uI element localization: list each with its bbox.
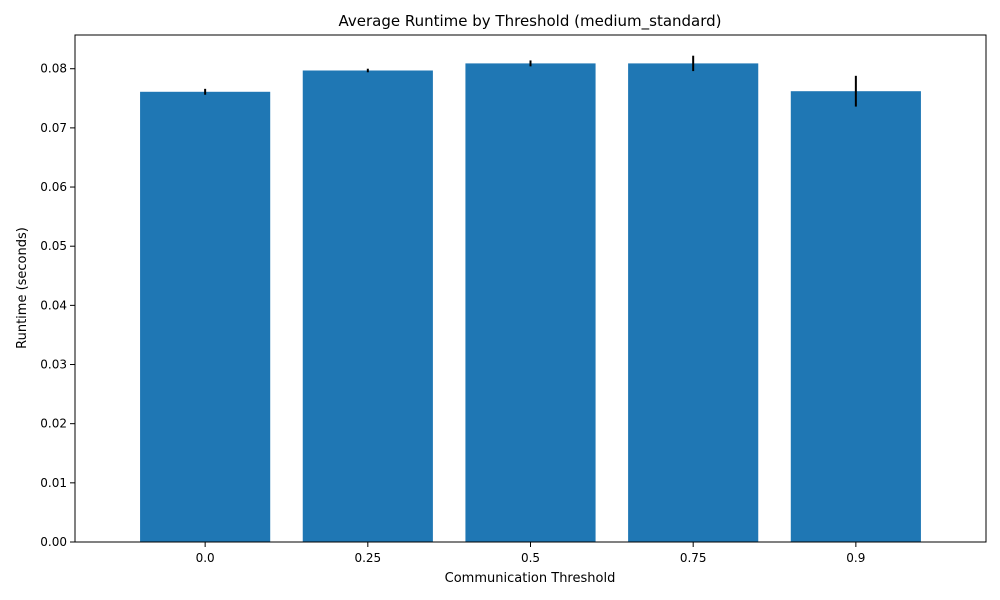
bar-1 — [302, 70, 433, 543]
bar-2 — [465, 63, 596, 543]
y-tick-label-4: 0.04 — [40, 298, 67, 312]
y-tick-label-5: 0.05 — [40, 239, 67, 253]
bar-4 — [790, 91, 921, 542]
y-tick-label-6: 0.06 — [40, 180, 67, 194]
y-tick-label-0: 0.00 — [40, 535, 67, 549]
x-tick-label-3: 0.75 — [680, 551, 707, 565]
y-tick-label-2: 0.02 — [40, 417, 67, 431]
x-tick-label-0: 0.0 — [196, 551, 215, 565]
y-tick-label-8: 0.08 — [40, 62, 67, 76]
bar-3 — [628, 63, 759, 543]
y-tick-label-7: 0.07 — [40, 121, 67, 135]
y-tick-label-3: 0.03 — [40, 358, 67, 372]
x-tick-label-4: 0.9 — [846, 551, 865, 565]
x-axis: 0.0 0.25 0.5 0.75 0.9 — [196, 542, 865, 565]
bars-group — [140, 63, 921, 543]
x-axis-label: Communication Threshold — [445, 571, 616, 586]
chart-title: Average Runtime by Threshold (medium_sta… — [338, 12, 721, 31]
error-bars-group — [204, 55, 857, 107]
y-tick-label-1: 0.01 — [40, 476, 67, 490]
y-axis: 0.00 0.01 0.02 0.03 0.04 0.05 0.06 0.07 0.08 — [40, 62, 75, 549]
x-tick-label-1: 0.25 — [354, 551, 381, 565]
bar-0 — [140, 91, 271, 543]
y-axis-label: Runtime (seconds) — [15, 227, 30, 349]
x-tick-label-2: 0.5 — [521, 551, 540, 565]
